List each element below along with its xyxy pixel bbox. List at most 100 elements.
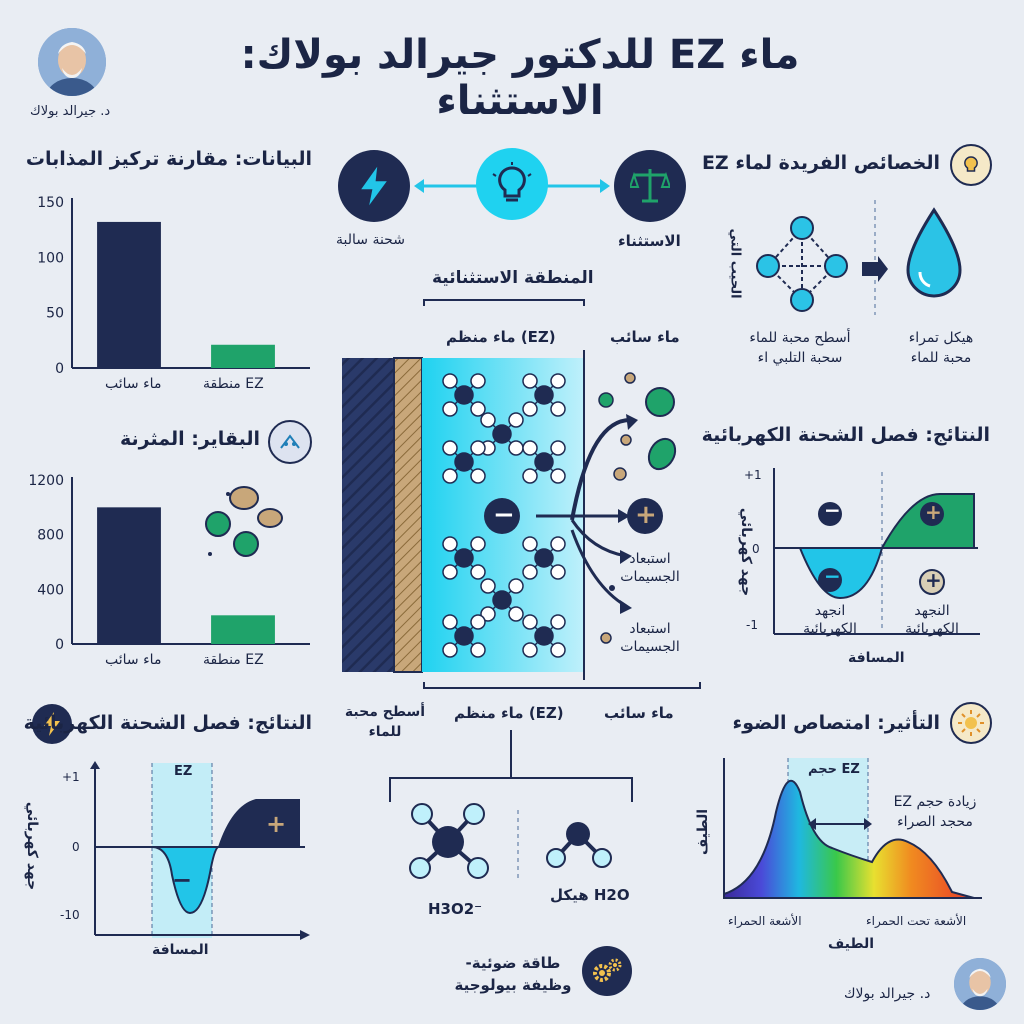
hydrogen-atom	[522, 642, 538, 658]
exclusion-label-1: استبعاد الجسيمات	[620, 551, 680, 585]
charge-right-plus-2: +	[925, 568, 942, 592]
zone-heading: المنطقة الاستثنائية	[432, 268, 594, 288]
hydrogen-atom	[480, 606, 496, 622]
hydrogen-atom	[550, 373, 566, 389]
bulk-water-label-bottom: ماء سائب	[604, 704, 674, 722]
hydrogen-atom	[442, 468, 458, 484]
author-caption: د. جيرالد بولاك	[30, 104, 111, 119]
light-ylabel: الطيف	[695, 808, 712, 856]
charge-left-tick-2: -10	[60, 908, 80, 922]
hydrogen-atom	[550, 564, 566, 580]
oxygen-atom	[534, 452, 554, 472]
hydrogen-atom	[470, 536, 486, 552]
h3o2-molecule	[409, 803, 489, 879]
energy-label: طاقة ضوئية- وظيفة بيولوجية	[454, 954, 572, 994]
unique-props-diagram	[756, 200, 962, 315]
y-tick-label: 0	[55, 361, 64, 377]
hydrogen-atom	[550, 642, 566, 658]
hydrogen-atom	[522, 401, 538, 417]
hydrogen-atom	[550, 468, 566, 484]
hydrogen-atom	[522, 440, 538, 456]
particle-cluster	[205, 486, 283, 557]
charge-right-heading: النتائج: فصل الشحنة الكهربائية	[701, 424, 990, 446]
charge-right-minus-2: −	[824, 564, 841, 588]
exclusion-label: الاستثناء	[618, 232, 681, 250]
y-tick-label: 800	[37, 528, 64, 544]
gears-icon	[582, 946, 632, 996]
page-title: ماء EZ للدكتور جيرالد بولاك: الاستثناء	[240, 32, 800, 124]
ordered-water-label-top: ماء منظم (EZ)	[446, 328, 556, 346]
solutes-cat-1: منطقة EZ	[203, 376, 264, 392]
hydrogen-atom	[522, 536, 538, 552]
h2o-label: هيكل H2O	[550, 886, 630, 904]
y-tick-label: 400	[37, 582, 64, 598]
footer-author-avatar	[954, 958, 1006, 1010]
solutes-cat-0: ماء سائب	[105, 376, 162, 392]
charge-left-minus: −	[172, 866, 193, 894]
unique-props-heading: الخصائص الفريدة لماء EZ	[701, 152, 940, 174]
solutes-chart-heading: البيانات: مقارنة تركيز المذابات	[25, 148, 312, 170]
footer-author-caption: د. جيرالد بولاك	[844, 986, 931, 1002]
light-right-axis-label: الأشعة تحت الحمراء	[866, 914, 967, 928]
unique-left-caption: أسطح محبة للماء سحبة التلبي اء	[749, 330, 851, 366]
oxygen-atom	[454, 385, 474, 405]
sun-icon	[950, 702, 992, 744]
charge-left-tick-1: 0	[72, 840, 80, 854]
bacteria-chart-heading: البقاير: المثرنة	[120, 428, 260, 450]
hydrogen-atom	[480, 412, 496, 428]
hydrogen-atom	[470, 401, 486, 417]
charge-left-xlabel: المسافة	[152, 942, 209, 958]
charge-right-tick-1: 0	[752, 542, 760, 556]
oxygen-atom	[492, 424, 512, 444]
hydrogen-atom	[442, 614, 458, 630]
charge-right-left-region: انجهد الكهربائية	[803, 603, 857, 637]
charge-right-ylabel: جهد كهربائي	[738, 507, 755, 597]
light-ez-band-label: حجم EZ	[808, 762, 860, 777]
hydrogen-atom	[442, 440, 458, 456]
oxygen-atom	[492, 590, 512, 610]
y-tick-label: 1200	[30, 473, 64, 489]
hydrogen-atom	[508, 412, 524, 428]
hydrogen-atom	[550, 440, 566, 456]
ez-diagram	[342, 299, 701, 689]
oxygen-atom	[454, 626, 474, 646]
bar	[211, 615, 275, 644]
charge-right-chart	[773, 468, 980, 635]
y-tick-label: 150	[37, 195, 64, 211]
charge-left-ylabel: جهد كهربائي	[24, 801, 41, 891]
charge-left-ez-label: EZ	[174, 764, 193, 779]
light-left-axis-label: الأشعة الحمراء	[728, 914, 802, 928]
structure-tree	[389, 730, 633, 880]
hydrogen-atom	[480, 578, 496, 594]
negative-charge-label: شحنة سالبة	[336, 232, 405, 248]
y-tick-label: 50	[46, 306, 64, 322]
h3o2-label: H3O2⁻	[428, 900, 483, 918]
hydrogen-atom	[522, 614, 538, 630]
light-heading: التأثير: امتصاص الضوء	[732, 712, 940, 734]
ordered-water-label-bottom: ماء منظم (EZ)	[454, 704, 564, 722]
surface-label-bottom: أسطح محبة للماء	[344, 704, 426, 740]
oxygen-atom	[534, 385, 554, 405]
center-plus: +	[635, 500, 657, 530]
solutes-chart: 0 50 100 150	[37, 195, 310, 377]
charge-left-chart	[90, 761, 310, 940]
light-xlabel: الطيف	[828, 936, 875, 952]
oxygen-atom	[454, 548, 474, 568]
y-tick-label: 100	[37, 250, 64, 266]
hydrogen-atom	[550, 614, 566, 630]
charge-left-plus: +	[266, 810, 287, 838]
hydrogen-atom	[470, 564, 486, 580]
bar	[211, 344, 275, 368]
lightbulb-small-icon	[950, 144, 992, 186]
charge-left-heading: النتائج: فصل الشحنة الكهربائية	[23, 712, 312, 734]
hydrogen-atom	[470, 440, 486, 456]
hydrogen-atom	[522, 468, 538, 484]
oxygen-atom	[534, 626, 554, 646]
hydrogen-atom	[522, 373, 538, 389]
hydrogen-atom	[508, 440, 524, 456]
charge-right-xlabel: المسافة	[848, 650, 905, 666]
hydrogen-atom	[508, 578, 524, 594]
hydrogen-atom	[442, 536, 458, 552]
charge-left-tick-0: +1	[62, 770, 80, 784]
bacteria-icon	[268, 420, 312, 464]
